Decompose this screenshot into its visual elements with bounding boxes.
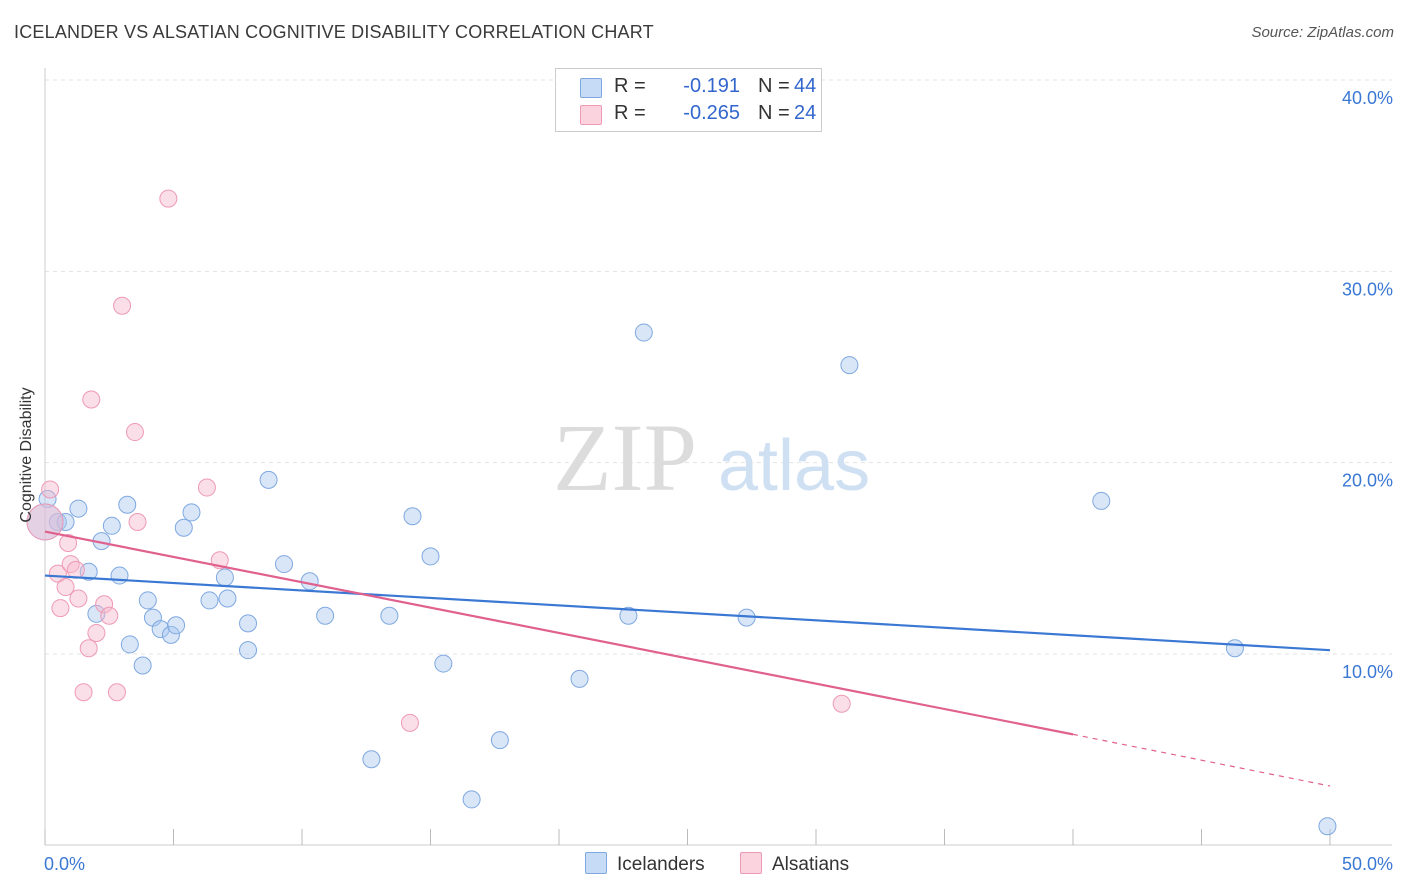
tick-labels: 10.0% 20.0% 30.0% 40.0% 0.0% 50.0% (44, 88, 1393, 874)
alsatians-point (79, 639, 98, 658)
icelanders-point (133, 656, 152, 675)
legend-label-icelanders: Icelanders (617, 854, 705, 875)
icelanders-point (174, 518, 193, 537)
alsatians-point (69, 589, 88, 608)
alsatians-point (107, 683, 126, 702)
icelanders-point (259, 470, 278, 489)
icelanders-point (421, 547, 440, 566)
icelanders-point (182, 503, 201, 522)
icelanders-point (151, 620, 170, 639)
data-points (26, 189, 1337, 836)
icelanders-point (215, 568, 234, 587)
r-value: -0.265 (683, 102, 740, 124)
icelanders-point (118, 495, 137, 514)
axes (44, 68, 1392, 846)
watermark-atlas: atlas (718, 426, 870, 506)
icelanders-point (1092, 491, 1111, 510)
alsatians-point (82, 390, 101, 409)
icelanders-point (200, 591, 219, 610)
icelanders-trend-line (44, 574, 1331, 652)
y-tick-label: 20.0% (1342, 471, 1393, 491)
alsatians-point (26, 503, 64, 541)
n-value: 44 (794, 75, 817, 97)
icelanders-point (362, 750, 381, 769)
n-value: 24 (794, 102, 817, 124)
correlation-legend: R = -0.191 N = 44 R = -0.265 N = 24 (555, 68, 822, 132)
icelanders-point (840, 356, 859, 375)
y-tick-label: 10.0% (1342, 662, 1393, 682)
icelanders-point (403, 507, 422, 526)
icelanders-point (1318, 817, 1337, 836)
icelanders-point (434, 654, 453, 673)
legend-label-alsatians: Alsatians (772, 854, 850, 875)
icelanders-point (161, 625, 180, 644)
icelanders-point (218, 589, 237, 608)
icelanders-point (56, 512, 75, 531)
icelanders-point (634, 323, 653, 342)
alsatians-point (128, 512, 147, 531)
alsatians-point (197, 478, 216, 497)
icelanders-point (239, 614, 258, 633)
icelanders-swatch (585, 852, 607, 874)
r-value: -0.191 (683, 75, 740, 97)
icelanders-point (120, 635, 139, 654)
icelanders-point (275, 555, 294, 574)
alsatians-trend-extension (1072, 733, 1331, 787)
icelanders-point (490, 731, 509, 750)
gridlines (45, 79, 1392, 655)
watermark-zip: ZIP (553, 404, 697, 511)
alsatians-trend-line (44, 530, 1074, 736)
alsatians-point (51, 599, 70, 618)
alsatians-point (400, 713, 419, 732)
legend-item-icelanders: Icelanders (585, 852, 705, 876)
icelanders-point (570, 669, 589, 688)
icelanders-point (138, 591, 157, 610)
icelanders-point (300, 572, 319, 591)
icelanders-point (69, 499, 88, 518)
y-axis-label: Cognitive Disability (18, 387, 35, 523)
icelanders-point (102, 516, 121, 535)
alsatians-swatch (580, 105, 602, 125)
alsatians-point (74, 683, 93, 702)
icelanders-point (316, 606, 335, 625)
alsatians-point (125, 423, 144, 442)
n-label: N = (758, 75, 790, 97)
chart-title: ICELANDER VS ALSATIAN COGNITIVE DISABILI… (14, 22, 654, 42)
alsatians-point (41, 480, 60, 499)
alsatians-point (87, 623, 106, 642)
icelanders-point (380, 606, 399, 625)
alsatians-point (66, 560, 85, 579)
source-credit: Source: ZipAtlas.com (1251, 24, 1394, 41)
alsatians-point (56, 578, 75, 597)
alsatians-point (832, 694, 851, 713)
alsatians-point (48, 564, 67, 583)
alsatians-point (95, 595, 114, 614)
icelanders-point (1225, 639, 1244, 658)
icelanders-swatch (580, 78, 602, 98)
icelanders-point (619, 606, 638, 625)
icelanders-point (110, 566, 129, 585)
y-tick-label: 40.0% (1342, 88, 1393, 108)
alsatians-point (159, 189, 178, 208)
x-tick-label: 50.0% (1342, 854, 1393, 874)
legend-item-alsatians: Alsatians (740, 852, 849, 876)
r-label: R = (614, 102, 646, 124)
alsatians-point (61, 555, 80, 574)
alsatians-point (59, 534, 78, 553)
alsatians-point (113, 296, 132, 315)
x-tick-label: 0.0% (44, 854, 85, 874)
alsatians-point (100, 606, 119, 625)
trend-lines (44, 530, 1331, 787)
icelanders-point (239, 641, 258, 660)
alsatians-swatch (740, 852, 762, 874)
icelanders-point (462, 790, 481, 809)
n-label: N = (758, 102, 790, 124)
y-tick-label: 30.0% (1342, 279, 1393, 299)
icelanders-point (167, 616, 186, 635)
r-label: R = (614, 75, 646, 97)
